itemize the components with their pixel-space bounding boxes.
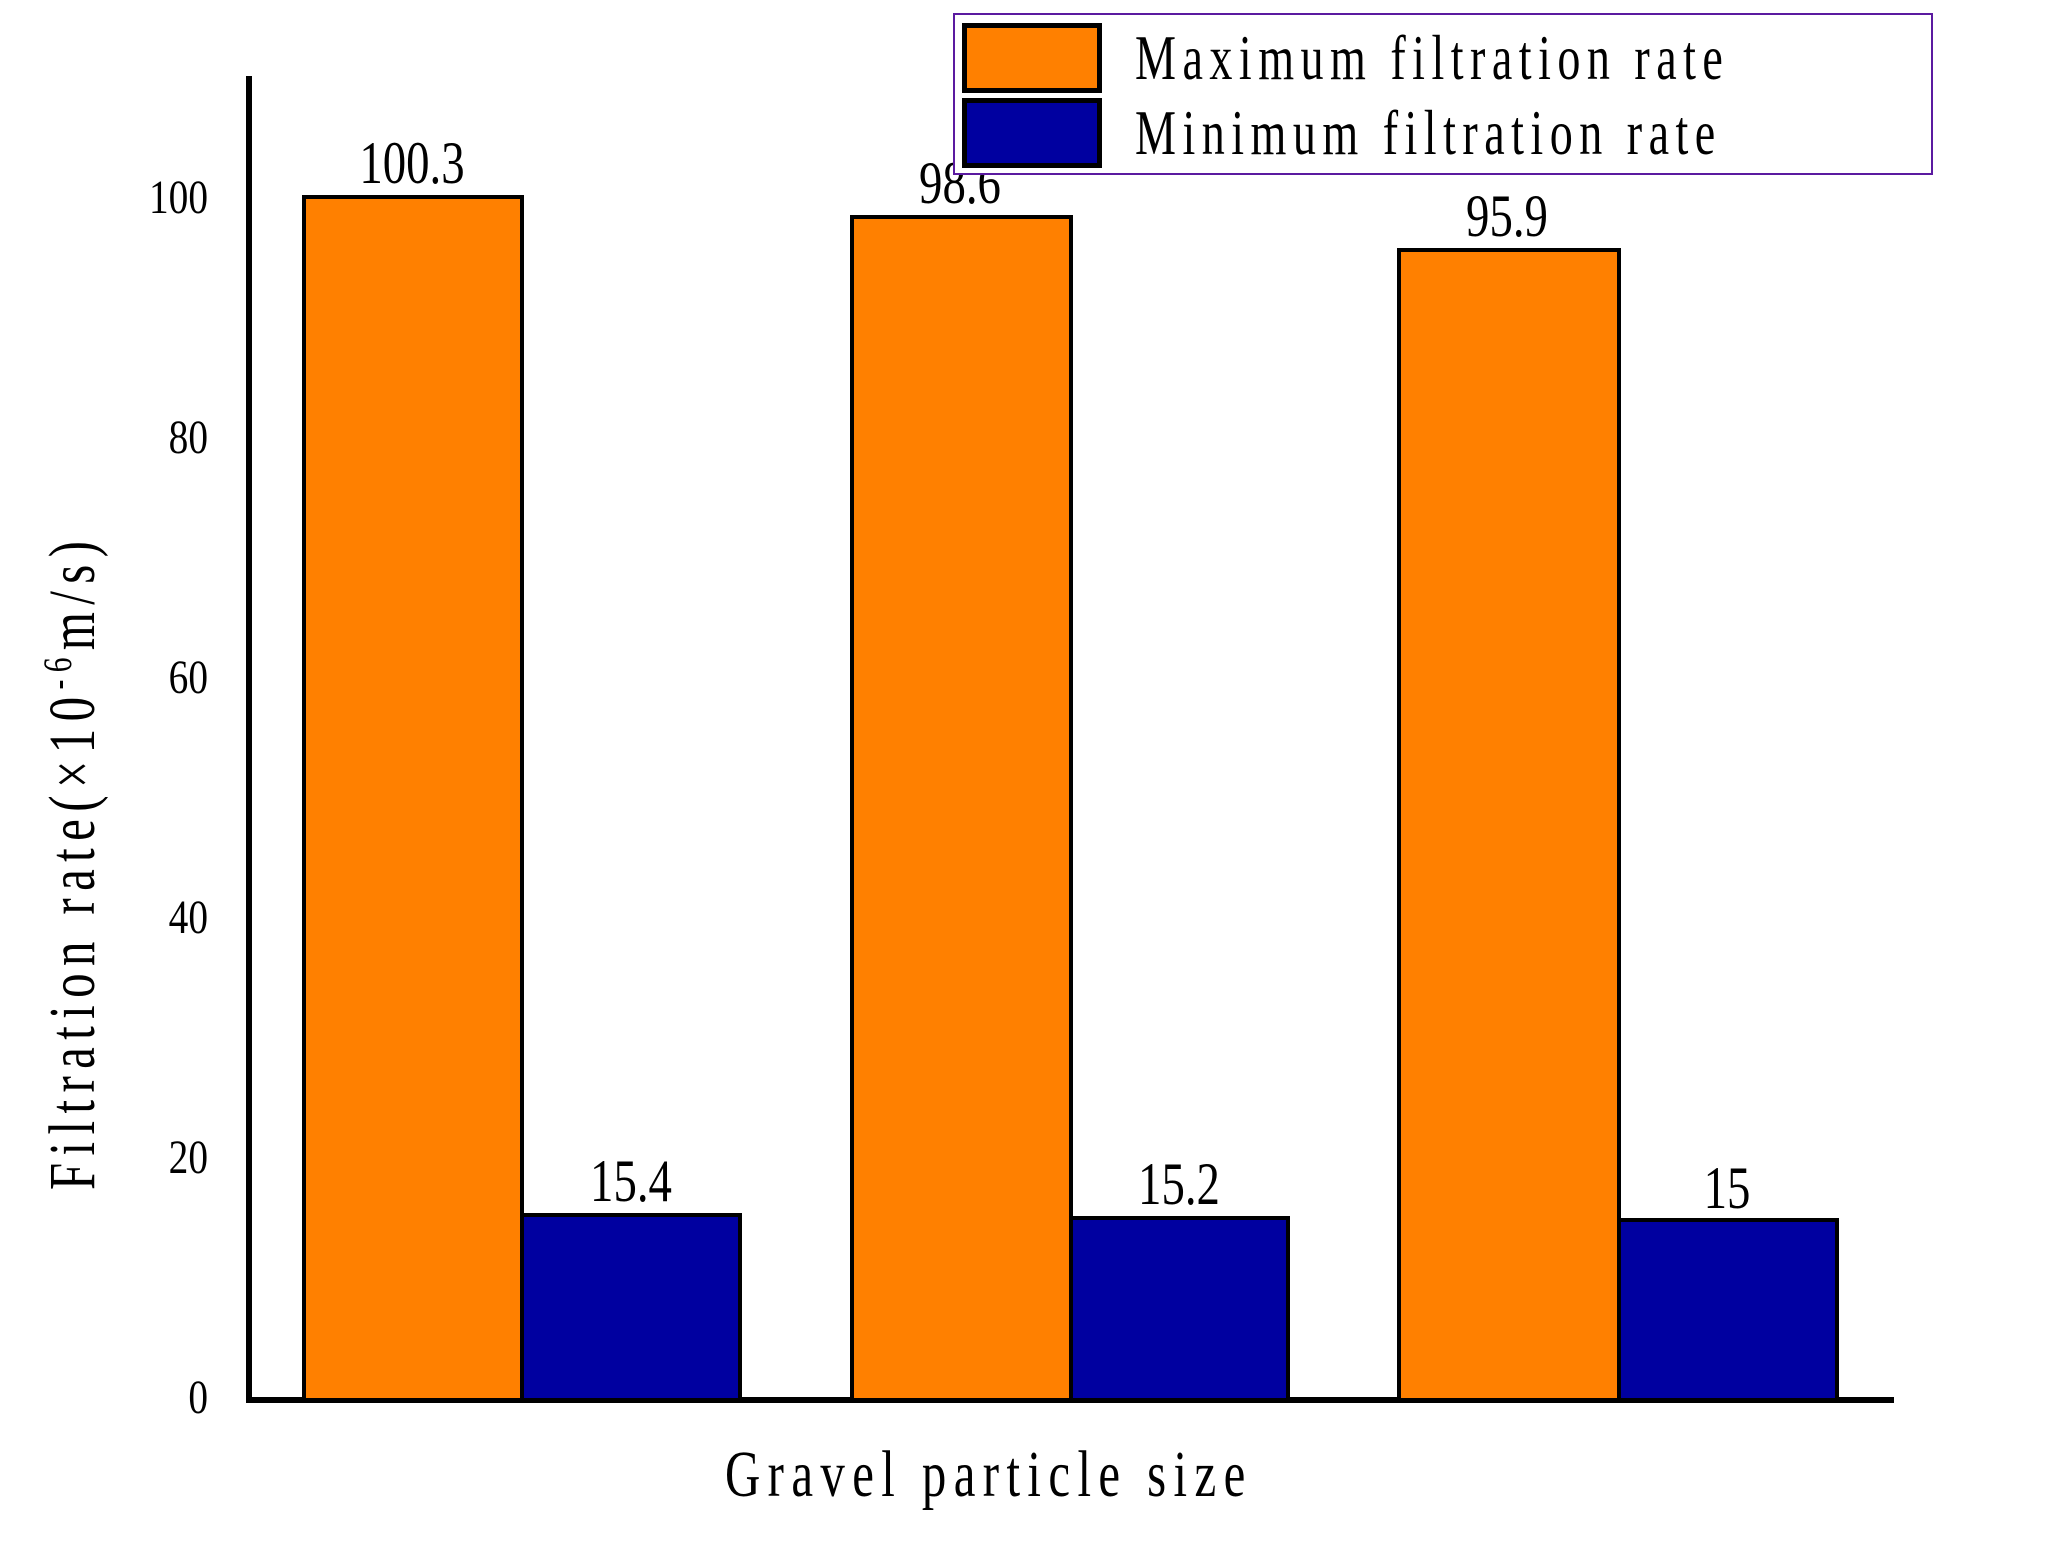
y-axis-label-exponent: -6 bbox=[35, 650, 80, 690]
y-axis-label-prefix: Filtration rate(×10 bbox=[36, 689, 109, 1190]
legend-label-min: Minimum filtration rate bbox=[1135, 97, 1722, 168]
y-tick-label: 20 bbox=[168, 1131, 208, 1184]
y-axis-line bbox=[246, 76, 252, 1402]
value-label: 15.2 bbox=[1138, 1151, 1220, 1217]
y-tick-label: 40 bbox=[168, 891, 208, 944]
y-axis-label-suffix: m/s) bbox=[36, 533, 109, 651]
value-label: 95.9 bbox=[1466, 183, 1548, 249]
legend-swatch-min bbox=[962, 98, 1102, 168]
bar-min-2 bbox=[1069, 1216, 1290, 1398]
y-tick-label: 0 bbox=[188, 1371, 208, 1424]
value-label: 15 bbox=[1703, 1155, 1751, 1221]
bar-max-2 bbox=[850, 215, 1073, 1398]
y-tick-label: 100 bbox=[148, 171, 208, 224]
bar-max-1 bbox=[302, 195, 524, 1398]
x-axis-label: Gravel particle size bbox=[725, 1438, 1253, 1511]
bar-min-1 bbox=[520, 1213, 742, 1398]
bar-min-3 bbox=[1617, 1218, 1839, 1398]
value-label: 15.4 bbox=[590, 1148, 672, 1214]
y-axis-label: Filtration rate(×10-6m/s) bbox=[35, 533, 109, 1190]
legend-label-max: Maximum filtration rate bbox=[1135, 22, 1730, 93]
legend: Maximum filtration rate Minimum filtrati… bbox=[953, 13, 1933, 175]
y-tick-label: 80 bbox=[168, 411, 208, 464]
legend-swatch-max bbox=[962, 23, 1102, 93]
value-label: 100.3 bbox=[359, 130, 465, 196]
y-tick-label: 60 bbox=[168, 651, 208, 704]
x-axis-line bbox=[246, 1397, 1894, 1403]
bar-max-3 bbox=[1397, 248, 1621, 1398]
